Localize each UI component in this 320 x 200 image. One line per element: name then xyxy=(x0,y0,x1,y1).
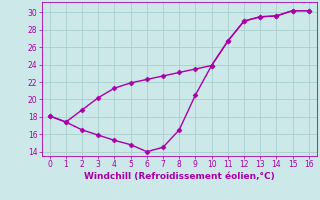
X-axis label: Windchill (Refroidissement éolien,°C): Windchill (Refroidissement éolien,°C) xyxy=(84,172,275,181)
